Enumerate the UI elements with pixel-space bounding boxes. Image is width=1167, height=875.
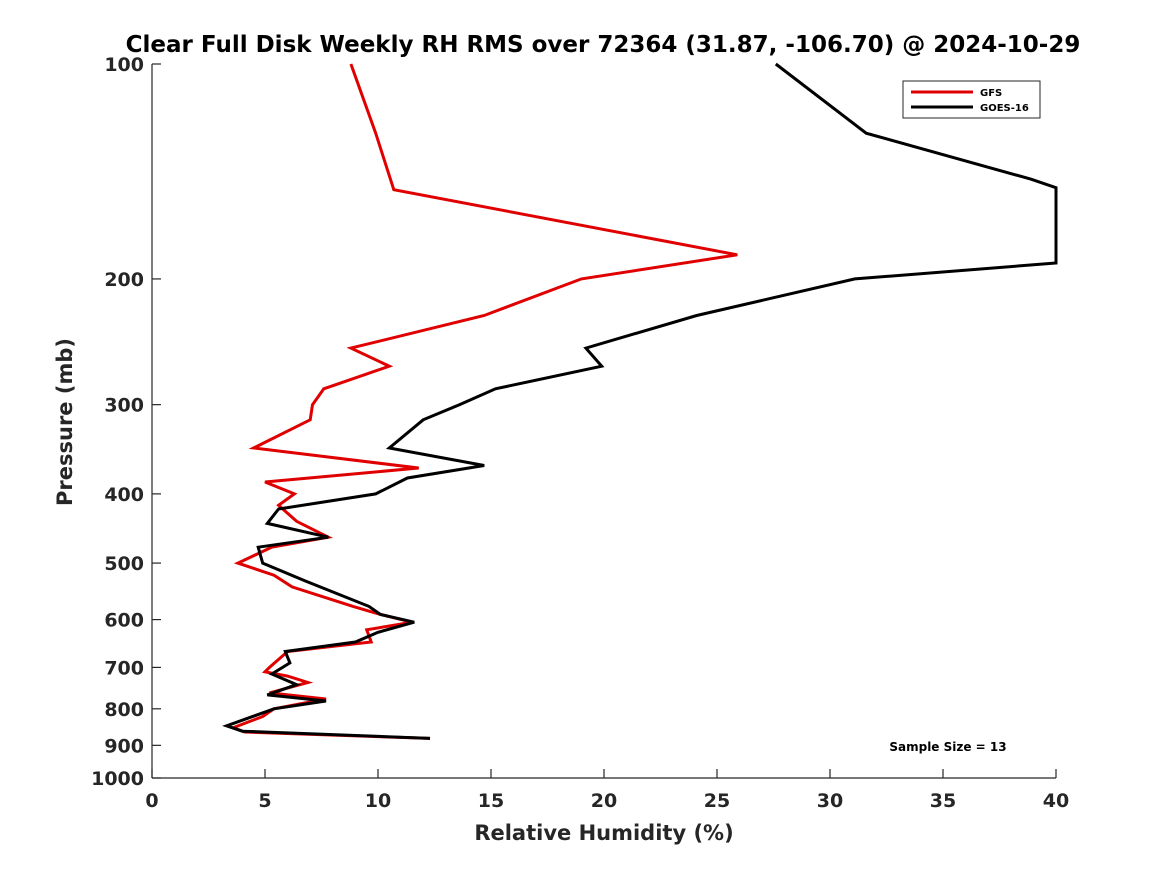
y-tick-label: 500 xyxy=(104,553,144,575)
y-axis-ticks: 100 200 300 400 500 600 700 800 900 1000 xyxy=(91,54,161,790)
y-tick-label: 700 xyxy=(104,657,144,679)
y-tick-label: 300 xyxy=(104,395,144,417)
plot-area xyxy=(151,64,1056,779)
y-tick-label: 900 xyxy=(104,735,144,757)
x-tick-label: 10 xyxy=(365,790,391,812)
x-tick-label: 20 xyxy=(591,790,617,812)
y-tick-label: 1000 xyxy=(91,768,144,790)
x-tick-label: 30 xyxy=(817,790,843,812)
series-line-gfs xyxy=(229,63,738,740)
y-tick-label: 400 xyxy=(104,484,144,506)
series-line-goes-16 xyxy=(222,62,1058,740)
legend-label-gfs: GFS xyxy=(980,88,1002,99)
x-tick-label: 0 xyxy=(145,790,158,812)
y-tick-label: 600 xyxy=(104,610,144,632)
legend: GFS GOES-16 xyxy=(902,80,1041,119)
x-tick-label: 35 xyxy=(930,790,956,812)
x-tick-label: 15 xyxy=(478,790,504,812)
x-tick-label: 40 xyxy=(1043,790,1069,812)
legend-box xyxy=(902,80,1041,119)
x-axis-label: Relative Humidity (%) xyxy=(474,821,733,845)
x-axis-ticks: 0 5 10 15 20 25 30 35 40 xyxy=(145,769,1069,812)
chart-title: Clear Full Disk Weekly RH RMS over 72364… xyxy=(126,32,1081,58)
y-tick-label: 200 xyxy=(104,269,144,291)
y-tick-label: 800 xyxy=(104,699,144,721)
legend-label-goes-16: GOES-16 xyxy=(980,103,1029,114)
y-tick-label: 100 xyxy=(104,54,144,76)
x-tick-label: 25 xyxy=(704,790,730,812)
x-tick-label: 5 xyxy=(258,790,271,812)
series-lines xyxy=(222,62,1058,740)
sample-size-annotation: Sample Size = 13 xyxy=(889,740,1006,754)
y-axis-label: Pressure (mb) xyxy=(53,338,77,506)
